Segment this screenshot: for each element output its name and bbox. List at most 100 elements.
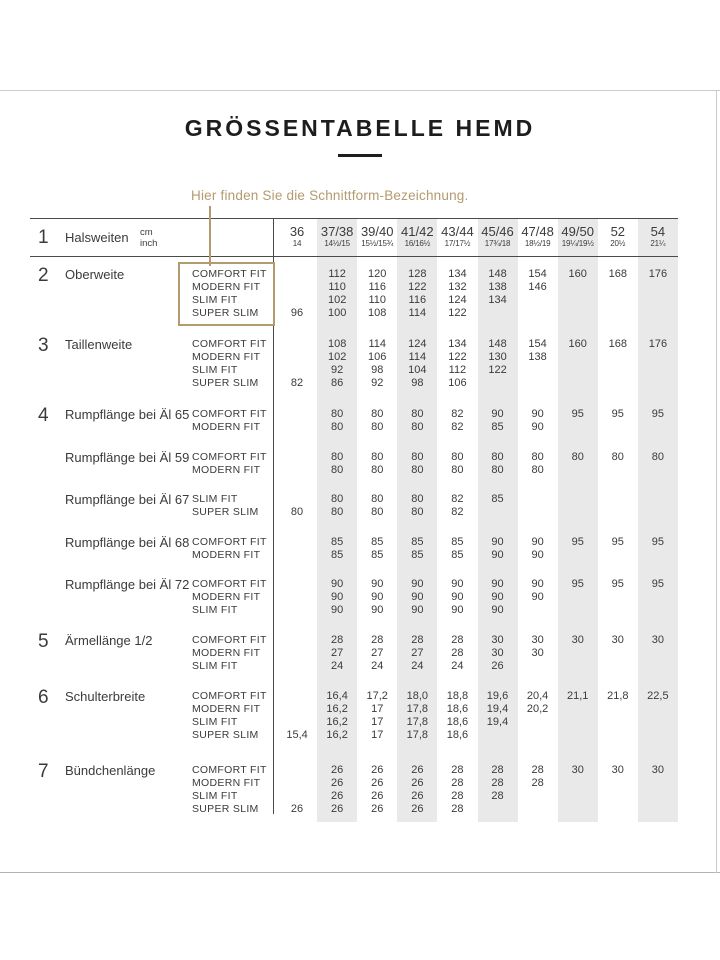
- value-line: 108 114 124 134 148 154 160 168 176: [277, 338, 678, 351]
- value-cell: 134: [488, 294, 507, 306]
- fit-label: MODERN FIT: [192, 464, 261, 476]
- row-number: 2: [38, 265, 49, 286]
- fit-label: SUPER SLIM: [192, 506, 259, 518]
- value-cell: [558, 549, 598, 562]
- value-cell: [477, 506, 517, 519]
- value-cell: [638, 307, 678, 320]
- size-cm-label: 54: [650, 224, 666, 239]
- value-cell: 30: [651, 764, 665, 776]
- value-cell: 17: [371, 729, 384, 741]
- row-label: Rumpflänge bei Äl 68: [65, 535, 190, 550]
- value-line: 80 80 80 82 85: [277, 493, 678, 506]
- value-cell: 16,4: [326, 690, 348, 702]
- value-cell: 112: [328, 268, 346, 280]
- value-cell: 90: [411, 578, 424, 590]
- value-cell: [598, 364, 638, 377]
- size-inch-label: 19¼/19½: [561, 239, 594, 248]
- value-line: 27 27 27 28 30 30: [277, 647, 678, 660]
- column-band: [317, 218, 358, 822]
- row-label: Schulterbreite: [65, 689, 146, 704]
- size-inch-label: 16/16½: [404, 239, 431, 248]
- value-cell: 28: [531, 777, 544, 789]
- value-cell: 116: [368, 281, 386, 293]
- value-cell: 114: [368, 338, 386, 350]
- fit-highlight-box: [178, 262, 275, 326]
- value-cell: 82: [451, 493, 464, 505]
- value-cell: [277, 634, 317, 647]
- row-label: Bündchenlänge: [65, 763, 156, 778]
- column-band: [477, 218, 518, 822]
- table-section: 5 Ärmellänge 1/2 COMFORT FIT MODERN FIT SLIM…: [30, 632, 678, 673]
- value-cell: [638, 703, 678, 716]
- value-cell: 104: [408, 364, 427, 376]
- value-cell: 85: [491, 493, 504, 505]
- value-cell: 90: [491, 578, 504, 590]
- value-cell: 17: [371, 716, 384, 728]
- fit-labels: COMFORT FIT MODERN FIT: [192, 536, 277, 562]
- value-cell: [558, 703, 598, 716]
- fit-label: SUPER SLIM: [192, 307, 259, 319]
- value-cell: 30: [611, 634, 624, 646]
- table-section: 3 Taillenweite COMFORT FIT MODERN FIT SLIM F…: [30, 336, 678, 390]
- value-cell: [638, 421, 678, 434]
- value-cell: [638, 377, 678, 390]
- value-cell: [598, 777, 638, 790]
- size-column: 36 14: [277, 219, 317, 258]
- fit-label: SLIM FIT: [192, 604, 238, 616]
- size-cm-label: 52: [610, 224, 626, 239]
- fit-label: SUPER SLIM: [192, 803, 259, 815]
- value-cell: 27: [411, 647, 424, 659]
- value-cell: 26: [331, 790, 344, 802]
- size-column: 41/42 16/16½: [397, 219, 437, 258]
- value-cell: [477, 377, 517, 390]
- row-values: 28 28 28 28 30 30 30 30 30 27 27 27 28 30 30 24 24 24 24 26: [277, 634, 678, 673]
- value-cell: 85: [451, 536, 464, 548]
- value-cell: 80: [451, 464, 464, 476]
- value-cell: [277, 281, 317, 294]
- value-cell: 28: [411, 634, 424, 646]
- value-cell: 86: [331, 377, 344, 389]
- value-cell: 24: [371, 660, 384, 672]
- value-cell: 154: [528, 268, 547, 280]
- value-cell: 28: [371, 634, 384, 646]
- value-cell: 26: [290, 803, 304, 815]
- row-label: Rumpflänge bei Äl 72: [65, 577, 190, 592]
- value-cell: 90: [491, 536, 504, 548]
- size-inch-label: 14½/15: [324, 239, 350, 248]
- value-cell: [598, 421, 638, 434]
- value-cell: 160: [568, 268, 587, 280]
- value-cell: [598, 307, 638, 320]
- value-cell: [558, 729, 598, 742]
- value-line: 112 120 128 134 148 154 160 168 176: [277, 268, 678, 281]
- fit-label: MODERN FIT: [192, 591, 261, 603]
- value-cell: [638, 493, 678, 506]
- value-cell: [638, 777, 678, 790]
- size-column: 37/38 14½/15: [317, 219, 357, 258]
- value-cell: 80: [371, 464, 384, 476]
- frame-bottom-line: [0, 872, 720, 873]
- title-underline: [338, 154, 382, 157]
- value-cell: [277, 451, 317, 464]
- value-line: 26 26 26 28 28 28: [277, 777, 678, 790]
- value-cell: 106: [448, 377, 467, 389]
- value-cell: [277, 604, 317, 617]
- value-cell: [558, 377, 598, 390]
- value-cell: [598, 647, 638, 660]
- value-cell: 85: [371, 536, 384, 548]
- value-cell: [638, 803, 678, 816]
- value-cell: 148: [488, 338, 507, 350]
- value-cell: 26: [371, 777, 384, 789]
- value-cell: 30: [651, 634, 665, 646]
- value-cell: 20,4: [526, 690, 549, 702]
- value-line: 82 86 92 98 106: [277, 377, 678, 390]
- value-cell: 85: [451, 549, 464, 561]
- size-inch-label: 15½/15¾: [361, 239, 394, 248]
- value-cell: 80: [371, 408, 384, 420]
- value-cell: 92: [371, 377, 384, 389]
- value-cell: 24: [331, 660, 344, 672]
- value-cell: [598, 729, 638, 742]
- value-cell: 100: [327, 307, 347, 319]
- value-cell: 26: [331, 803, 344, 815]
- value-cell: 26: [371, 790, 384, 802]
- value-cell: [638, 716, 678, 729]
